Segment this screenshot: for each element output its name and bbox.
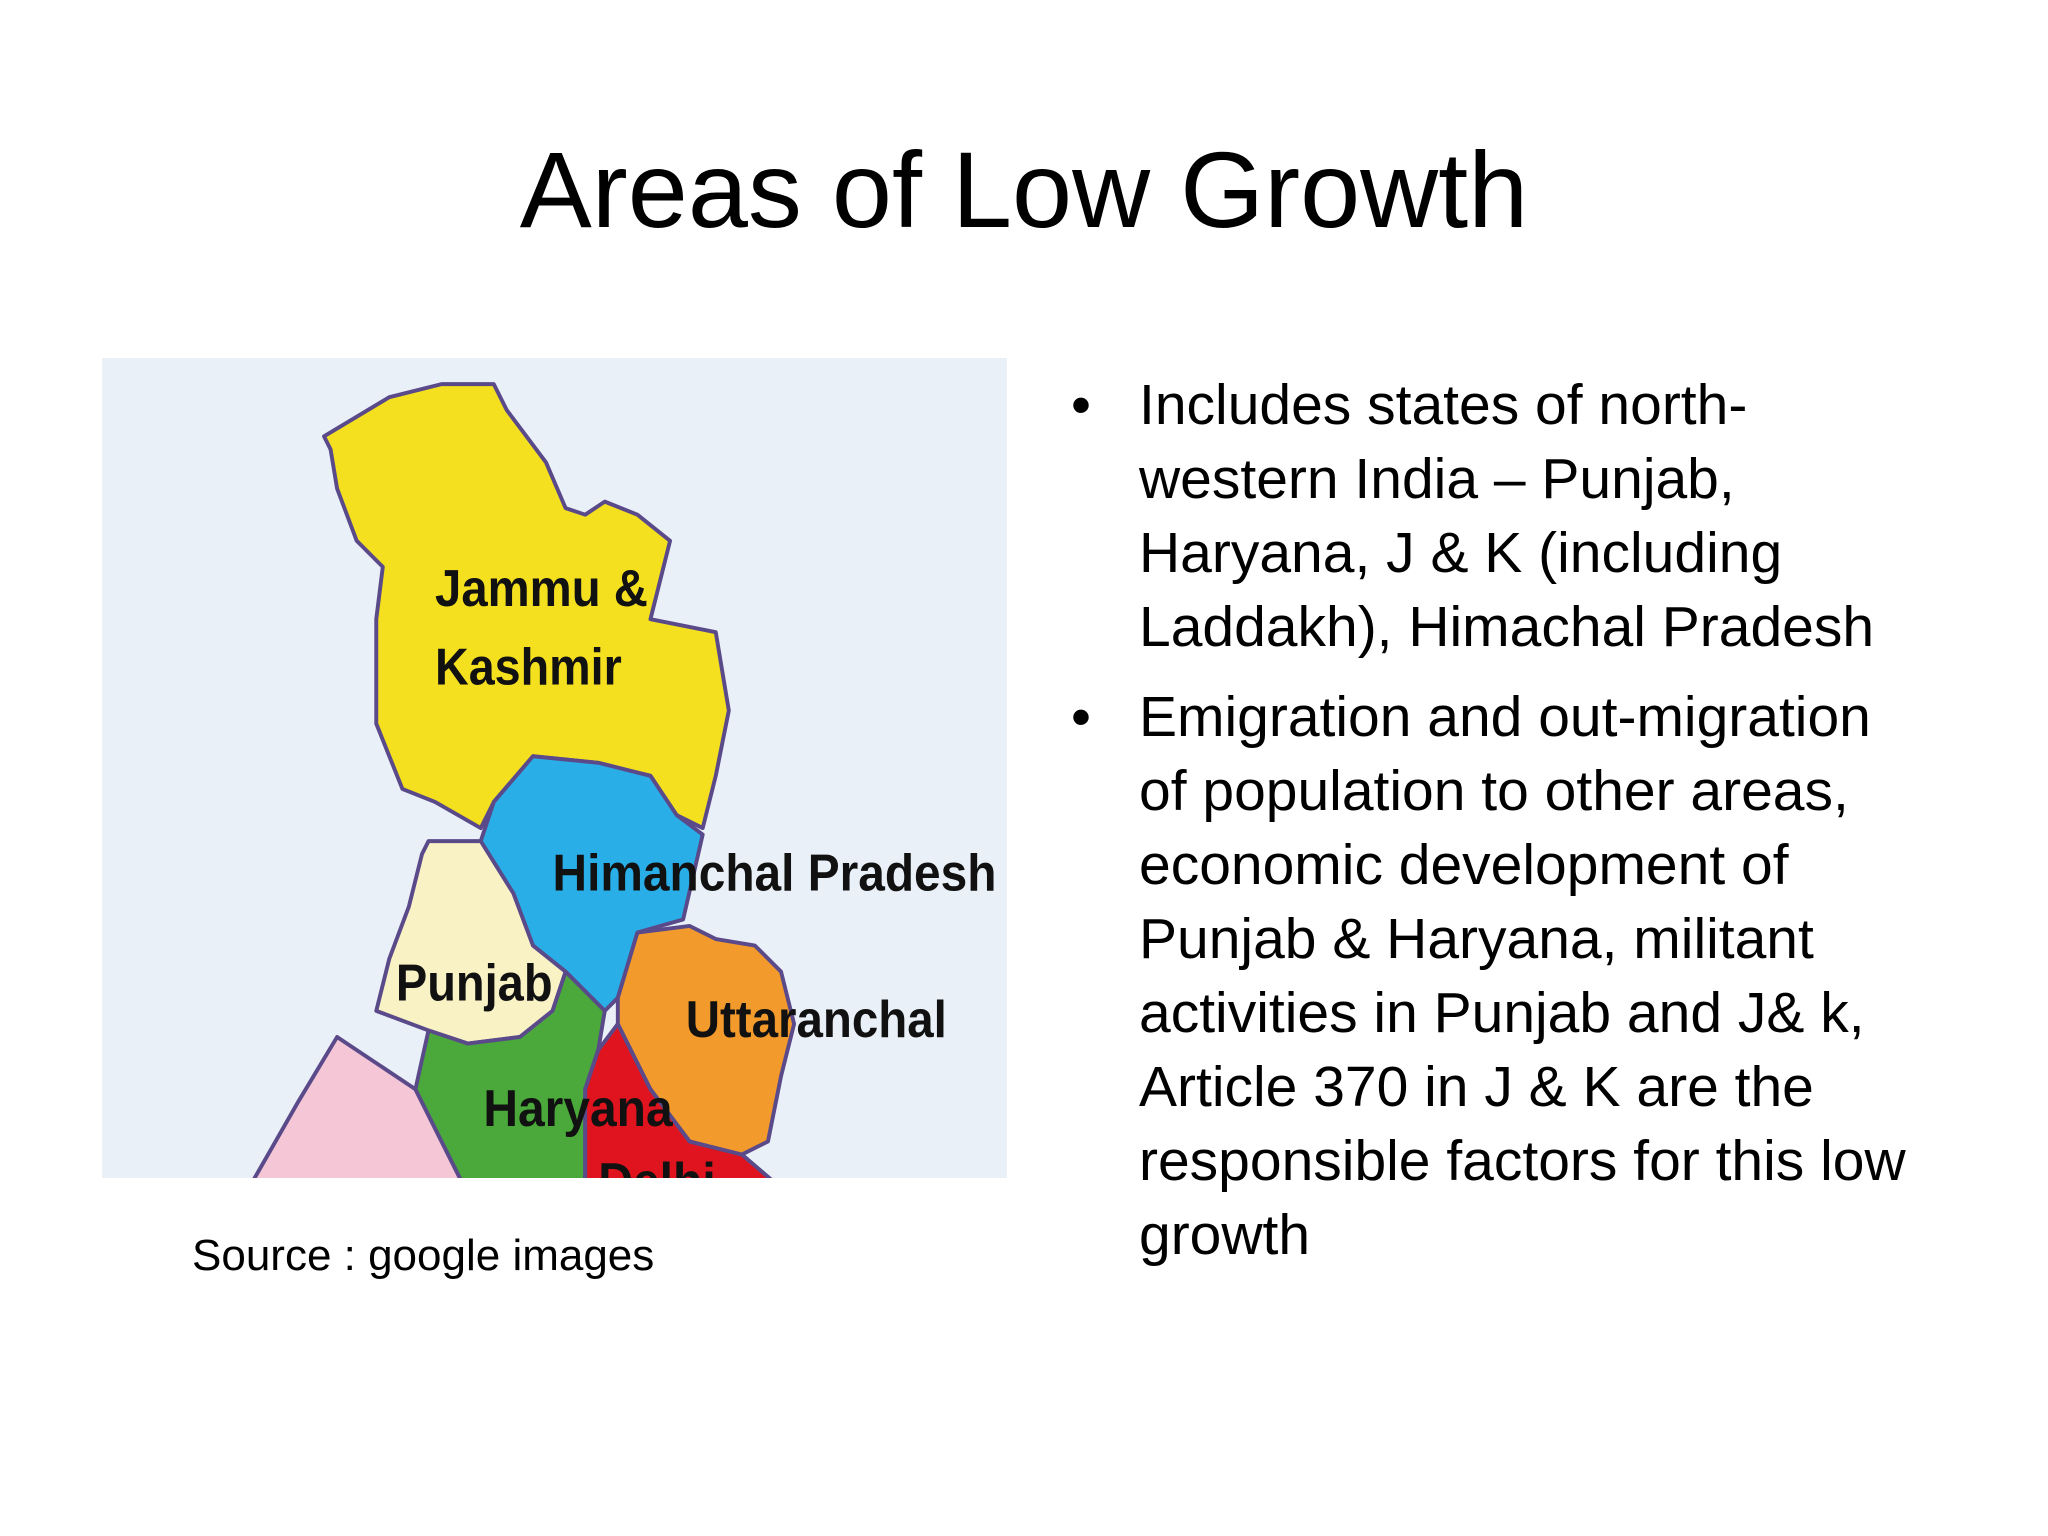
map-label: Kashmir	[435, 638, 622, 696]
region-pink	[252, 1035, 463, 1178]
region-uttaranchal	[615, 924, 797, 1157]
bullet-item: Emigration and out-migration of populati…	[1071, 680, 1931, 1272]
bullet-item: Includes states of north-western India –…	[1071, 368, 1931, 664]
map-label: Haryana	[483, 1080, 673, 1138]
image-caption: Source : google images	[192, 1231, 655, 1280]
map-label: Jammu &	[435, 560, 648, 618]
map-image: Jammu & Kashmir Himanchal Pradesh Punjab…	[102, 358, 1007, 1178]
region-jk	[322, 382, 731, 831]
bullet-list: Includes states of north-western India –…	[1071, 368, 1931, 1288]
map-label: Delhi	[598, 1153, 716, 1178]
map-label: Uttaranchal	[686, 991, 947, 1049]
map-label: Punjab	[396, 954, 553, 1012]
map-label: Himanchal Pradesh	[553, 845, 997, 903]
slide-title: Areas of Low Growth	[519, 129, 1529, 250]
region-haryana	[413, 969, 607, 1178]
